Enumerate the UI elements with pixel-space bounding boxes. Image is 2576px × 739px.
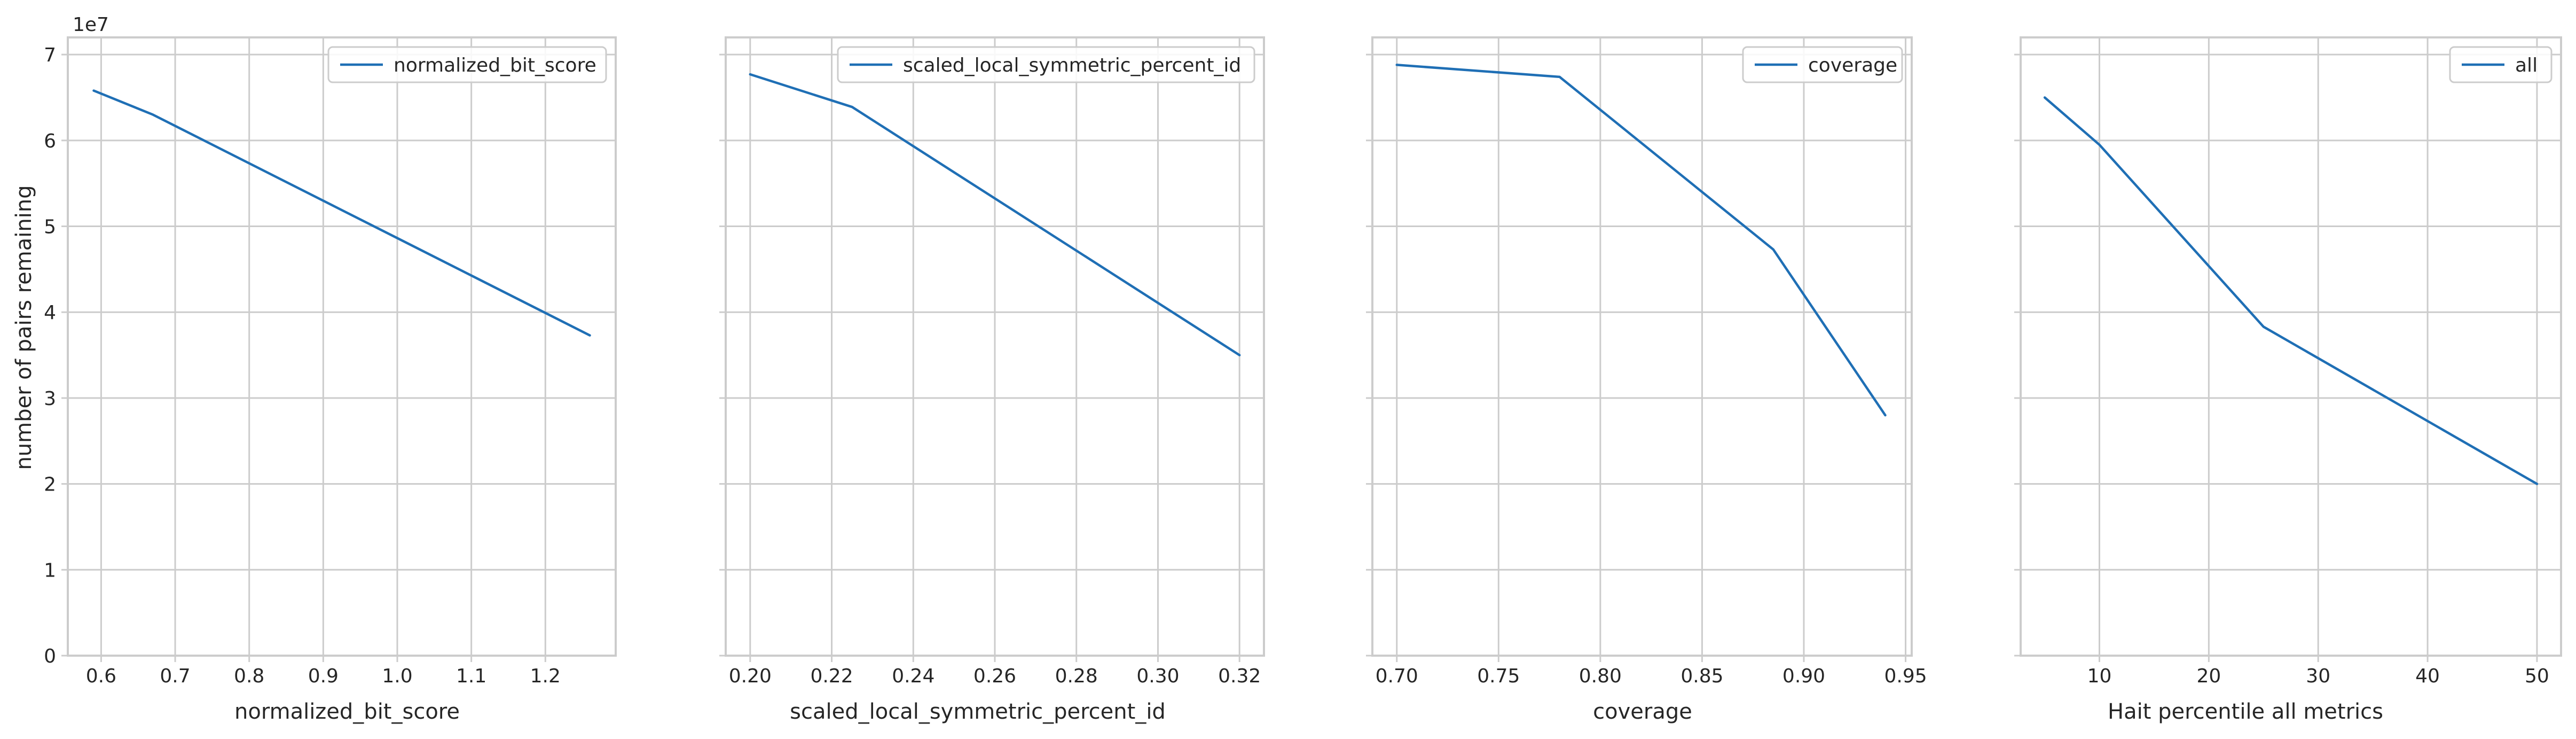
panel-4-series-line — [2043, 96, 2539, 485]
panel-3: 0.70 0.75 0.80 0.85 0.90 0.95 coverage coverag… — [1366, 36, 1927, 724]
panel-4-x-axis-label: Hait percentile all metrics — [2108, 699, 2383, 724]
panel-4-x-tick-label: 30 — [2306, 665, 2330, 687]
panel-1-x-tick-label: 0.9 — [308, 665, 339, 687]
y-tick-label: 6 — [44, 130, 56, 152]
panel-2-x-tick-label: 0.22 — [810, 665, 853, 687]
panel-3-x-tick-label: 0.85 — [1680, 665, 1723, 687]
panel-2-legend: scaled_local_symmetric_percent_id — [837, 46, 1255, 83]
panel-2-x-axis-label: scaled_local_symmetric_percent_id — [790, 699, 1166, 724]
panel-3-frame — [1371, 36, 1913, 657]
panel-3-x-tick-label: 0.80 — [1579, 665, 1622, 687]
panel-2: 0.20 0.22 0.24 0.26 0.28 0.30 0.32 scaled_local… — [719, 36, 1265, 724]
panel-2-x-tick-label: 0.28 — [1055, 665, 1098, 687]
y-tick-label: 1 — [44, 559, 56, 581]
panel-1-legend-box — [327, 46, 607, 83]
panel-1: 0.6 0.7 0.8 0.9 1.0 1.1 1.2 0 1 2 3 4 5 6 7 normalized_… — [44, 36, 617, 724]
y-tick-label: 2 — [44, 474, 56, 496]
y-tick-label: 4 — [44, 302, 56, 324]
panel-1-x-tick-label: 0.6 — [86, 665, 116, 687]
panel-4-legend-label: all — [2515, 55, 2538, 76]
panel-1-legend: normalized_bit_score — [327, 46, 607, 83]
panel-3-x-axis-label: coverage — [1593, 699, 1692, 724]
panel-4-x-tick-label: 20 — [2196, 665, 2221, 687]
panel-2-x-tick-label: 0.30 — [1136, 665, 1179, 687]
panel-4-x-tick-label: 10 — [2087, 665, 2112, 687]
panel-4: 10 20 30 40 50 all Hait percentile all metric… — [2014, 36, 2562, 724]
y-tick-label: 7 — [44, 44, 56, 66]
panel-4-x-tick-label: 50 — [2525, 665, 2549, 687]
panel-2-legend-box — [837, 46, 1255, 83]
panel-2-x-tick-label: 0.20 — [729, 665, 772, 687]
panel-3-legend-box — [1742, 46, 1903, 83]
panel-4-frame — [2020, 36, 2562, 657]
panel-3-x-tick-label: 0.75 — [1477, 665, 1520, 687]
panel-3-legend-label: coverage — [1808, 55, 1897, 76]
panel-3-legend: coverage — [1742, 46, 1903, 83]
panel-4-x-tick-label: 40 — [2415, 665, 2440, 687]
panel-3-x-tick-label: 0.70 — [1376, 665, 1418, 687]
panel-2-x-tick-label: 0.32 — [1218, 665, 1261, 687]
panel-4-legend: all — [2449, 46, 2553, 83]
panel-1-x-tick-label: 1.2 — [530, 665, 561, 687]
panel-1-x-axis-label: normalized_bit_score — [234, 699, 460, 724]
panel-1-x-tick-label: 0.8 — [234, 665, 264, 687]
panel-1-frame — [67, 36, 617, 657]
panel-2-plot: 0.20 0.22 0.24 0.26 0.28 0.30 0.32 scaled_local… — [719, 36, 1265, 687]
panel-2-legend-label: scaled_local_symmetric_percent_id — [903, 55, 1241, 76]
panel-2-x-tick-label: 0.24 — [892, 665, 934, 687]
y-tick-label: 5 — [44, 216, 56, 238]
y-tick-label: 0 — [44, 645, 56, 667]
panel-1-series-line — [92, 89, 591, 337]
panel-1-plot: 0.6 0.7 0.8 0.9 1.0 1.1 1.2 0 1 2 3 4 5 6 7 normalized_… — [44, 36, 617, 687]
panel-2-x-tick-label: 0.26 — [973, 665, 1016, 687]
panel-1-x-tick-label: 1.1 — [456, 665, 486, 687]
y-tick-label: 3 — [44, 388, 56, 410]
panel-1-x-tick-label: 1.0 — [382, 665, 412, 687]
panel-3-plot: 0.70 0.75 0.80 0.85 0.90 0.95 coverage — [1366, 36, 1927, 687]
panel-1-legend-label: normalized_bit_score — [394, 55, 596, 76]
panel-2-frame — [725, 36, 1265, 657]
panel-2-series-line — [749, 73, 1241, 356]
panel-1-x-tick-label: 0.7 — [160, 665, 190, 687]
panel-3-x-tick-label: 0.95 — [1884, 665, 1927, 687]
y-axis-label: number of pairs remaining — [12, 185, 36, 470]
panel-3-x-tick-label: 0.90 — [1782, 665, 1825, 687]
panel-3-series-line — [1395, 64, 1887, 417]
y-exponent-label: 1e7 — [73, 14, 109, 36]
panel-4-plot: 10 20 30 40 50 all — [2014, 36, 2562, 687]
